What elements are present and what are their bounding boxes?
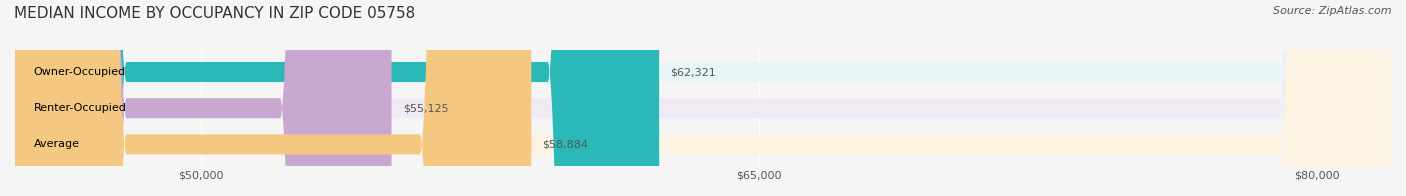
FancyBboxPatch shape: [15, 0, 1391, 196]
Text: Renter-Occupied: Renter-Occupied: [34, 103, 127, 113]
Text: Owner-Occupied: Owner-Occupied: [34, 67, 127, 77]
FancyBboxPatch shape: [15, 0, 391, 196]
FancyBboxPatch shape: [15, 0, 659, 196]
Text: Average: Average: [34, 139, 80, 149]
Text: $62,321: $62,321: [671, 67, 716, 77]
FancyBboxPatch shape: [15, 0, 1391, 196]
Text: $58,884: $58,884: [543, 139, 589, 149]
Text: Source: ZipAtlas.com: Source: ZipAtlas.com: [1274, 6, 1392, 16]
Text: MEDIAN INCOME BY OCCUPANCY IN ZIP CODE 05758: MEDIAN INCOME BY OCCUPANCY IN ZIP CODE 0…: [14, 6, 415, 21]
FancyBboxPatch shape: [15, 0, 531, 196]
FancyBboxPatch shape: [15, 0, 1391, 196]
Text: $55,125: $55,125: [402, 103, 449, 113]
